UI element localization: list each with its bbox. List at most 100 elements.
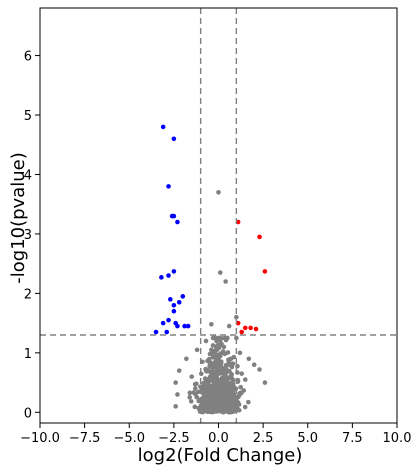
- data-point-ns: [226, 409, 231, 415]
- data-point: [168, 297, 173, 302]
- data-point: [164, 329, 170, 335]
- data-point-ns: [200, 407, 205, 413]
- background-cloud: [187, 335, 251, 415]
- data-point-ns: [205, 384, 210, 389]
- data-point: [175, 219, 180, 225]
- data-point-ns: [217, 382, 223, 388]
- data-point-ns: [222, 376, 228, 382]
- data-point: [262, 269, 268, 274]
- x-tick-label: −7.5: [69, 431, 101, 446]
- data-point: [262, 380, 268, 385]
- data-point-ns: [207, 375, 213, 381]
- data-point: [194, 347, 200, 353]
- data-point-ns: [206, 368, 211, 374]
- data-point-ns: [198, 384, 203, 389]
- data-point: [216, 190, 221, 195]
- data-point: [153, 329, 159, 335]
- data-point-ns: [222, 351, 228, 357]
- data-point: [160, 320, 166, 326]
- data-point-ns: [218, 360, 223, 366]
- data-point: [237, 350, 243, 356]
- data-point-ns: [208, 402, 214, 408]
- data-point-ns: [228, 395, 234, 401]
- data-point: [216, 356, 221, 362]
- data-point: [171, 308, 177, 314]
- data-point-ns: [214, 405, 219, 411]
- data-point: [160, 124, 166, 130]
- x-tick-label: −2.5: [158, 431, 190, 446]
- data-point-ns: [215, 336, 220, 342]
- data-point-ns: [230, 382, 236, 387]
- data-point: [171, 136, 177, 142]
- data-point: [166, 273, 171, 278]
- data-point-ns: [219, 377, 224, 383]
- data-point-ns: [220, 394, 225, 399]
- data-point: [248, 325, 253, 331]
- data-point-ns: [196, 405, 201, 411]
- data-point: [228, 356, 234, 362]
- data-point-ns: [209, 347, 214, 353]
- data-point-ns: [242, 404, 248, 410]
- data-point: [175, 323, 180, 329]
- data-point: [239, 329, 245, 335]
- data-point-ns: [210, 343, 216, 348]
- y-tick-label: 4: [24, 168, 32, 183]
- data-point: [253, 326, 259, 332]
- data-point: [182, 323, 187, 329]
- data-point: [251, 362, 257, 368]
- data-point-ns: [207, 391, 212, 397]
- data-point-ns: [231, 403, 237, 409]
- data-point: [180, 294, 186, 299]
- data-point: [226, 323, 232, 329]
- data-point-ns: [219, 409, 225, 414]
- data-point: [173, 404, 178, 409]
- data-point-ns: [246, 399, 251, 405]
- x-tick-label: 0.0: [208, 431, 229, 446]
- data-point: [223, 279, 228, 284]
- data-point: [185, 323, 191, 329]
- data-point-ns: [211, 335, 216, 341]
- data-point-ns: [223, 383, 229, 389]
- data-point: [239, 371, 245, 376]
- data-point-ns: [235, 363, 240, 369]
- data-point-ns: [187, 390, 193, 396]
- data-point: [189, 374, 195, 379]
- data-point-ns: [216, 371, 222, 376]
- data-point-ns: [224, 368, 230, 373]
- data-point: [242, 325, 248, 331]
- x-tick-label: −10.0: [20, 431, 60, 446]
- y-tick-label: 1: [24, 347, 32, 362]
- data-point: [192, 386, 198, 391]
- data-point-ns: [238, 384, 243, 390]
- x-tick-label: −5.0: [113, 431, 145, 446]
- data-point-ns: [202, 376, 208, 381]
- data-point-ns: [205, 358, 210, 364]
- x-tick-label: 5.0: [297, 431, 318, 446]
- data-point: [257, 367, 262, 372]
- data-point-ns: [226, 386, 232, 392]
- x-tick-label: 2.5: [253, 431, 274, 446]
- data-point-ns: [188, 399, 194, 404]
- data-point: [175, 392, 180, 397]
- data-point-ns: [218, 401, 223, 407]
- data-point-ns: [211, 370, 216, 376]
- data-point-ns: [213, 384, 219, 389]
- data-point-ns: [194, 381, 199, 387]
- data-point-ns: [210, 355, 216, 360]
- data-point: [212, 350, 218, 356]
- data-point: [209, 322, 214, 327]
- data-point-ns: [208, 409, 214, 415]
- data-point-ns: [196, 389, 201, 395]
- data-point: [234, 314, 239, 320]
- data-point: [159, 275, 164, 280]
- data-point: [257, 234, 262, 240]
- data-point-ns: [214, 392, 220, 398]
- data-point-ns: [238, 390, 244, 396]
- data-point: [217, 270, 223, 275]
- data-point: [176, 368, 182, 373]
- x-tick-label: 7.5: [342, 431, 363, 446]
- data-point-ns: [218, 340, 224, 346]
- data-point-ns: [229, 375, 235, 381]
- data-point-ns: [212, 377, 218, 383]
